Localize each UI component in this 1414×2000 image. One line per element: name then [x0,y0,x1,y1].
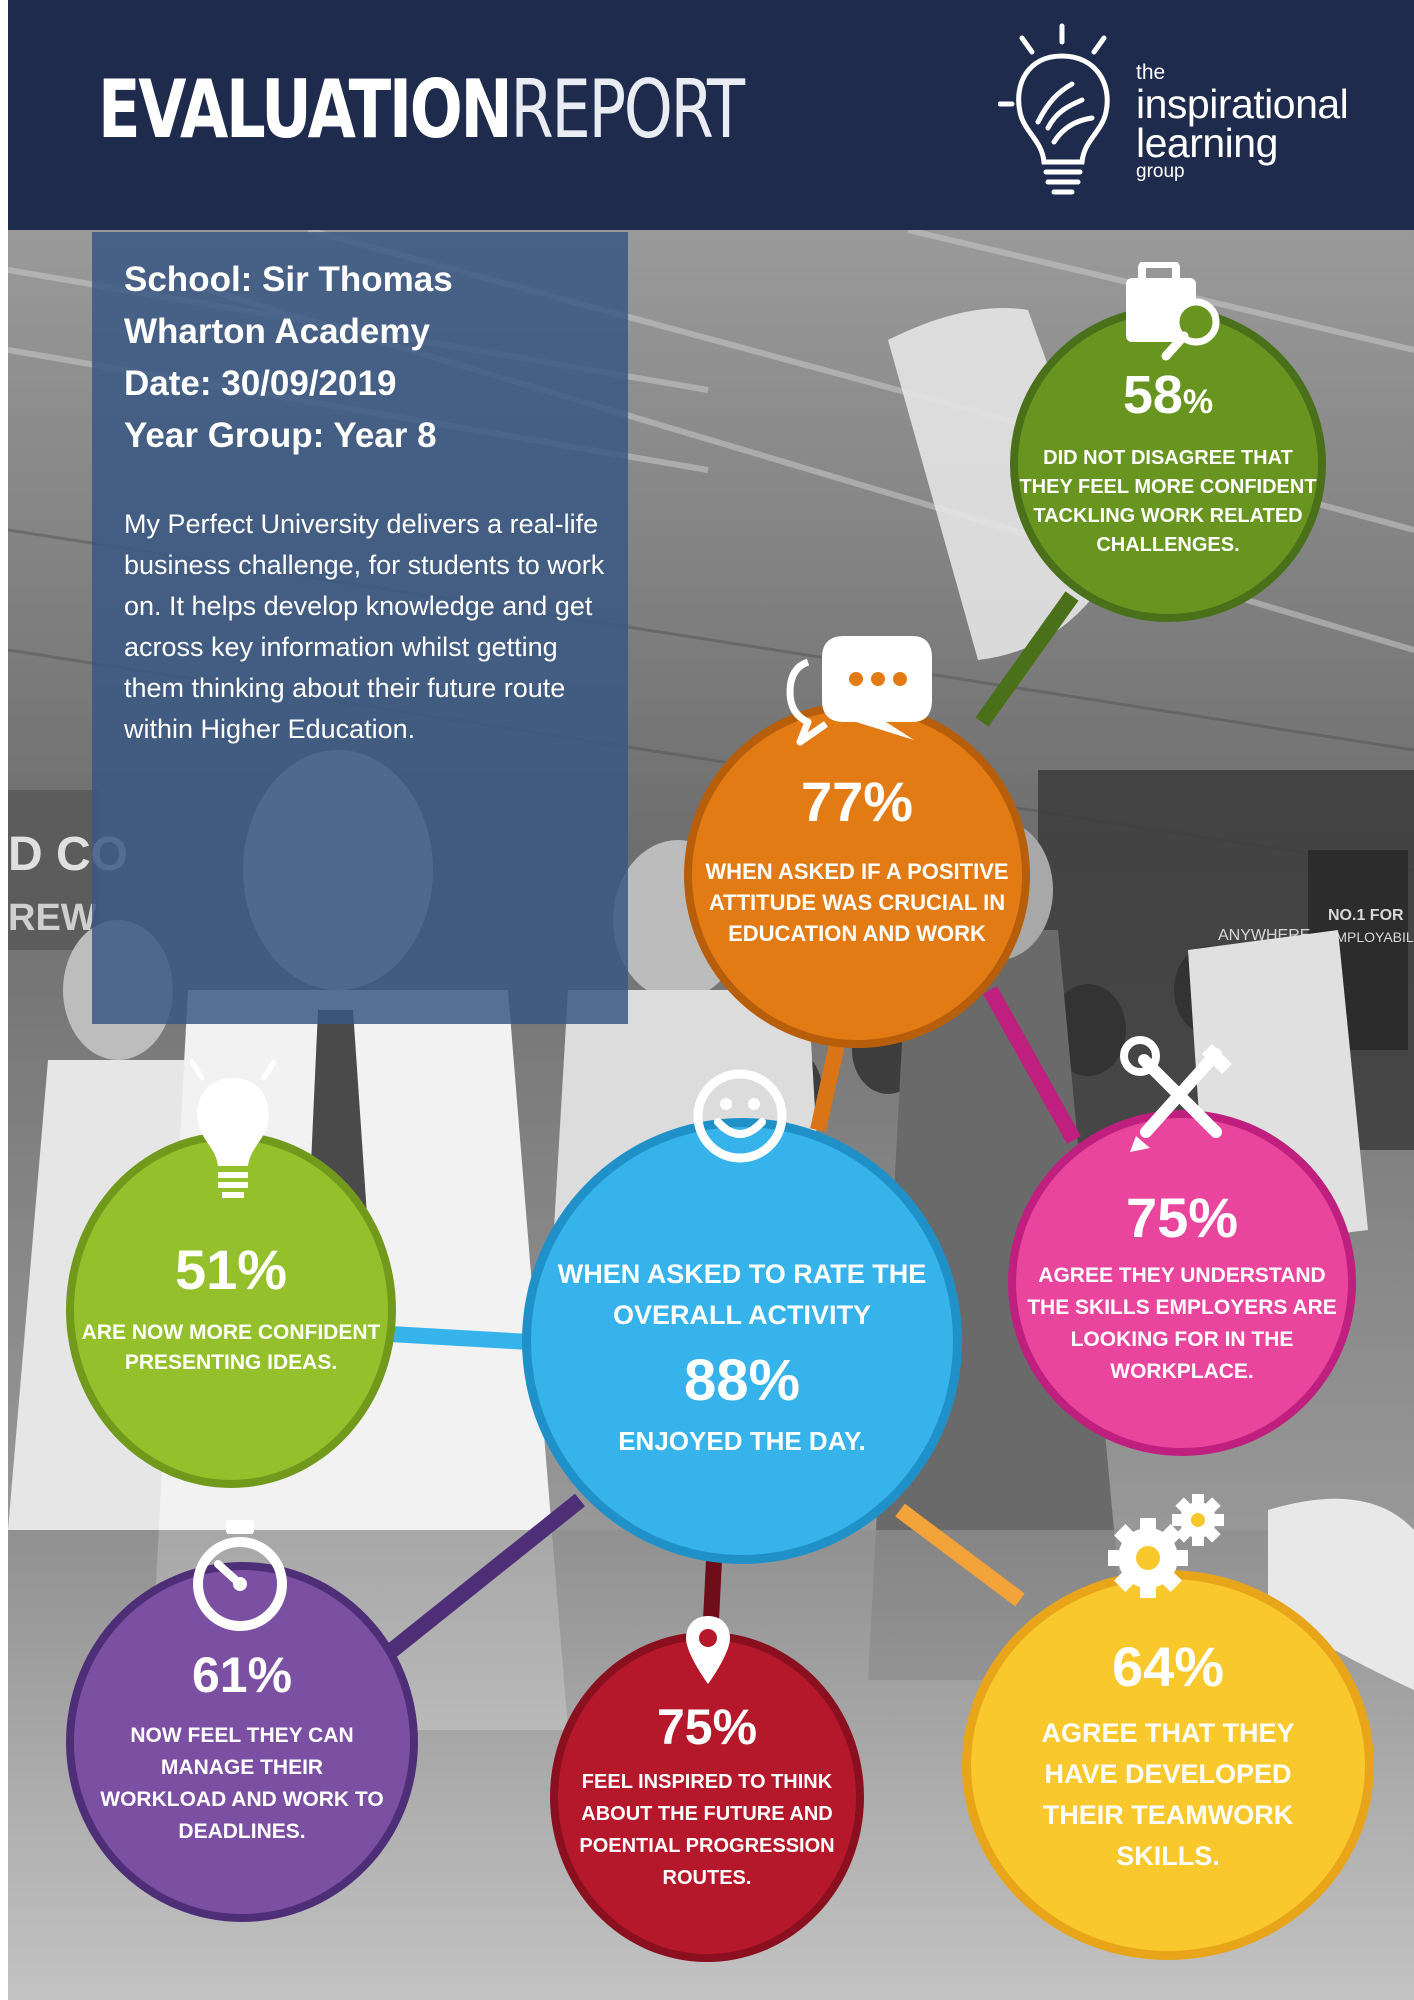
connector-pink [983,986,1081,1144]
light-bulb-logo-icon [998,23,1110,195]
stat-description: ARE NOW MORE CONFIDENT PRESENTING IDEAS. [74,1318,388,1378]
stat-description: DID NOT DISAGREE THAT THEY FEEL MORE CON… [1018,444,1318,560]
stat-question: WHEN ASKED TO RATE THE OVERALL ACTIVITY [531,1254,953,1336]
stat-description-line: ARE NOW MORE CONFIDENT [81,1321,381,1344]
connector-purple [375,1493,585,1667]
stat-percent: 75% [1125,1186,1239,1249]
stat-description-line: DID NOT DISAGREE THAT [1043,447,1293,469]
stat-description-line: HAVE DEVELOPED [1044,1759,1292,1789]
stat-description: AGREE THAT THEY HAVE DEVELOPED THEIR TEA… [971,1713,1365,1877]
stat-description-line: WHEN ASKED IF A POSITIVE [705,859,1009,884]
stat-percent: 51% [174,1238,288,1301]
stat-description-line: ABOUT THE FUTURE AND [581,1803,833,1825]
speech-bubbles-icon [786,636,932,746]
stat-description-line: CHALLENGES. [1096,534,1240,556]
stat-description-line: FEEL INSPIRED TO THINK [581,1771,833,1793]
stat-description-line: PRESENTING IDEAS. [124,1351,338,1374]
logo-word-learning: learning [1136,120,1278,166]
stat-description-line: AGREE THAT THEY [1041,1718,1295,1748]
school-name-line-1: School: Sir Thomas [124,260,453,299]
stat-description: AGREE THEY UNDERSTAND THE SKILLS EMPLOYE… [1016,1260,1348,1388]
connector-yellow [895,1503,1025,1607]
stat-description-line: ATTITUDE WAS CRUCIAL IN [708,890,1006,915]
stat-question-line: OVERALL ACTIVITY [612,1300,872,1330]
stat-description-line: LOOKING FOR IN THE [1070,1328,1294,1351]
report-title: EVALUATIONREPORT [98,62,745,157]
svg-text:EMPLOYABILITY: EMPLOYABILITY [1326,929,1414,945]
stat-description-line: EDUCATION AND WORK [728,921,986,946]
school-details: School: Sir Thomas Wharton Academy Date:… [124,254,614,462]
stat-description: FEEL INSPIRED TO THINK ABOUT THE FUTURE … [558,1766,856,1894]
stat-description-line: THE SKILLS EMPLOYERS ARE [1027,1296,1337,1319]
year-group: Year Group: Year 8 [124,416,437,455]
stat-description-line: AGREE THEY UNDERSTAND [1038,1264,1326,1287]
stat-percent: 77% [800,770,914,833]
tools-icon [1120,1036,1232,1152]
stat-description-line: MANAGE THEIR [160,1756,324,1779]
stat-description: WHEN ASKED IF A POSITIVE ATTITUDE WAS CR… [692,856,1022,949]
background-sign-text-2: REW [8,897,97,939]
stat-percent: 61% [191,1647,293,1703]
stat-percent-number: 58 [1122,365,1183,425]
school-name-line-2: Wharton Academy [124,312,430,351]
map-pin-icon [686,1616,730,1684]
stat-description: NOW FEEL THEY CAN MANAGE THEIR WORKLOAD … [74,1720,410,1848]
school-info-panel: School: Sir Thomas Wharton Academy Date:… [92,232,628,1024]
programme-description: My Perfect University delivers a real-li… [124,509,605,744]
stat-description-line: THEIR TEAMWORK [1042,1800,1294,1830]
stat-description-line: NOW FEEL THEY CAN [130,1724,354,1747]
stat-description-line: DEADLINES. [178,1820,306,1843]
company-logo-text: the inspirational learning group [1136,61,1349,182]
stat-circle-employer-skills: 75% AGREE THEY UNDERSTAND THE SKILLS EMP… [1008,1110,1356,1456]
stat-circle-work-confidence: 58% DID NOT DISAGREE THAT THEY FEEL MORE… [1010,306,1326,622]
stat-description-line: TACKLING WORK RELATED [1033,505,1303,527]
stat-question-line: WHEN ASKED TO RATE THE [557,1259,927,1289]
report-title-light: REPORT [510,63,745,156]
stat-description-line: POENTIAL PROGRESSION [579,1835,835,1857]
stopwatch-icon [193,1520,287,1631]
smiley-icon [693,1069,787,1163]
stat-description-line: WORKPLACE. [1110,1360,1254,1383]
stat-circle-overall-activity: WHEN ASKED TO RATE THE OVERALL ACTIVITY … [522,1118,962,1564]
stat-circle-positive-attitude: 77% WHEN ASKED IF A POSITIVE ATTITUDE WA… [684,702,1030,1048]
stat-description-line: WORKLOAD AND WORK TO [100,1788,384,1811]
stat-circle-presenting: 51% ARE NOW MORE CONFIDENT PRESENTING ID… [66,1132,396,1488]
stat-percent: 75% [656,1699,758,1755]
event-date: Date: 30/09/2019 [124,364,397,403]
connector-green [975,591,1079,727]
connector-lime [389,1326,531,1350]
report-header: EVALUATIONREPORT the inspirational learn… [8,0,1414,230]
stat-percent: 88% [683,1348,801,1413]
logo-word-group: group [1136,161,1185,182]
briefcase-search-icon [1126,262,1220,361]
connector-orange [810,1038,846,1132]
stat-percent: 58% [1018,368,1318,422]
stat-percent-sign: % [1182,383,1214,421]
stat-percent: 64% [1111,1635,1225,1698]
stat-description: ENJOYED THE DAY. [618,1426,866,1456]
stat-description-line: SKILLS. [1116,1841,1220,1871]
report-title-bold: EVALUATION [98,63,513,156]
stat-description-line: THEY FEEL MORE CONFIDENT [1019,476,1317,498]
light-bulb-icon [189,1059,277,1198]
stat-description-line: ROUTES. [662,1867,752,1889]
gears-icon [1108,1494,1224,1598]
svg-text:NO.1 FOR: NO.1 FOR [1328,907,1404,924]
stat-circle-teamwork: 64% AGREE THAT THEY HAVE DEVELOPED THEIR… [962,1570,1374,1960]
logo-word-inspirational: inspirational [1136,81,1349,127]
logo-word-the: the [1136,61,1166,84]
